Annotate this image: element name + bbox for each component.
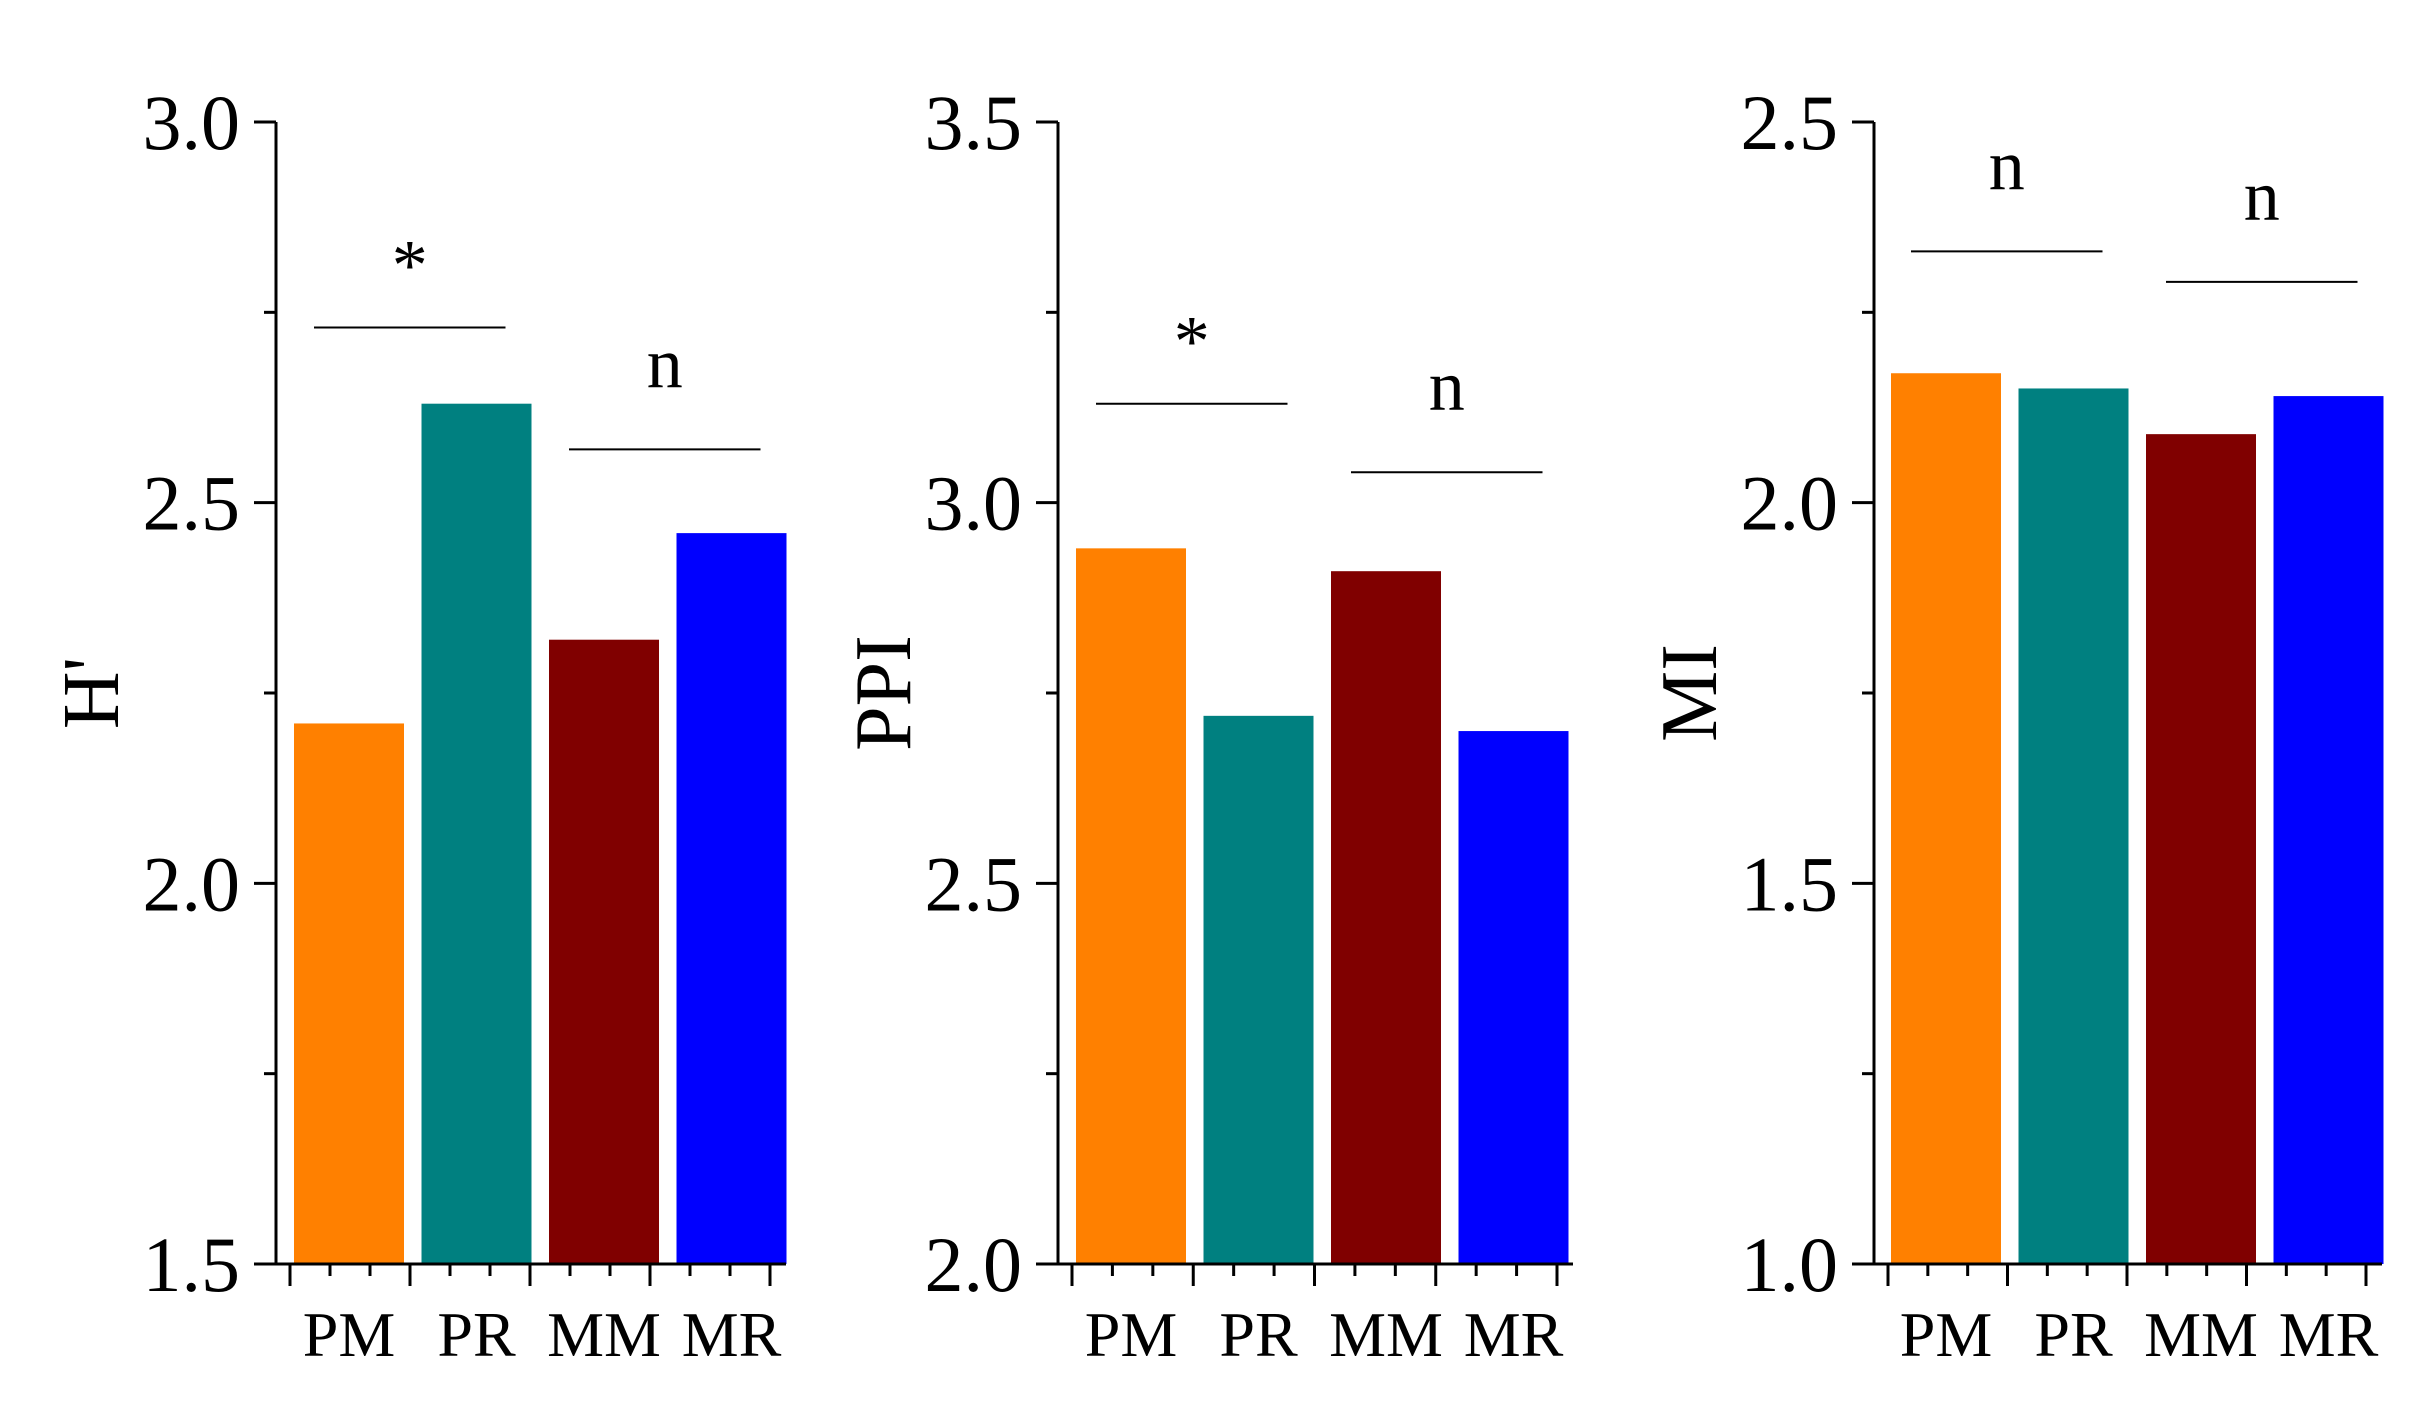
bar-pm [1076,548,1186,1264]
bar-pr [2018,388,2129,1264]
y-tick-label: 2.5 [143,460,241,547]
bar-mm [549,639,659,1264]
y-tick-label: 1.0 [1741,1221,1839,1308]
x-tick-label-mr: MR [1464,1299,1564,1370]
y-tick-label: 3.0 [925,460,1023,547]
x-tick-label-mm: MM [2144,1299,2258,1370]
y-tick-label: 2.5 [925,840,1023,927]
y-tick-label: 2.0 [143,840,241,927]
significance-label: n [1429,346,1465,426]
bar-pm [1891,373,2001,1264]
y-tick-label: 1.5 [1741,840,1839,927]
y-tick-label: 3.0 [143,79,241,166]
x-tick-label-pr: PR [437,1299,516,1370]
significance-label: * [1174,302,1210,382]
significance-label: n [1989,125,2025,205]
y-axis-label: H' [48,657,136,729]
x-tick-label-mr: MR [682,1299,782,1370]
bar-mr [1458,731,1569,1264]
chart-panel-2: 2.0 2.5 3.0 3.5 PM PR MM MR PPI * n [840,79,1573,1370]
chart-panel-1: 1.5 2.0 2.5 3.0 PM PR MM MR H' * n [48,79,787,1370]
x-tick-label-pm: PM [1085,1299,1178,1370]
significance-label: * [392,226,428,306]
x-tick-label-pr: PR [1219,1299,1298,1370]
x-tick-label-pm: PM [303,1299,396,1370]
bar-mm [2146,434,2256,1264]
significance-label: n [2244,156,2280,236]
significance-label: n [647,323,683,403]
bar-mr [2273,396,2384,1265]
x-tick-label-mm: MM [1329,1299,1443,1370]
y-axis-label: MI [1646,644,1734,742]
bar-mr [676,533,787,1264]
y-tick-label: 1.5 [143,1221,241,1308]
x-tick-label-pm: PM [1900,1299,1993,1370]
x-tick-label-pr: PR [2034,1299,2113,1370]
y-tick-label: 3.5 [925,79,1023,166]
bar-pr [1203,715,1314,1264]
y-tick-label: 2.5 [1741,79,1839,166]
x-tick-label-mr: MR [2279,1299,2379,1370]
x-tick-label-mm: MM [547,1299,661,1370]
y-tick-label: 2.0 [925,1221,1023,1308]
bar-pr [421,403,532,1264]
bar-pm [294,723,404,1264]
y-axis-label: PPI [840,635,928,751]
bar-mm [1331,571,1441,1264]
y-tick-label: 2.0 [1741,460,1839,547]
chart-panel-3: 1.0 1.5 2.0 2.5 PM PR MM MR MI n n [1646,79,2384,1370]
